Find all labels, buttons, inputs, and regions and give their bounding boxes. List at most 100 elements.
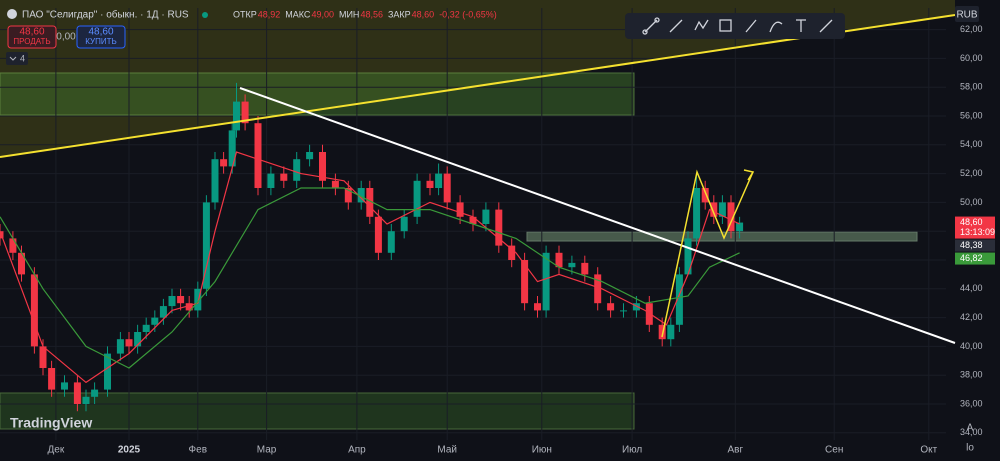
candle-body bbox=[555, 252, 563, 268]
indicators-toggle[interactable] bbox=[6, 52, 28, 65]
candle-body bbox=[142, 324, 150, 332]
logo: TradingView bbox=[10, 415, 92, 431]
candle-body bbox=[667, 324, 675, 340]
candle-body bbox=[151, 317, 159, 325]
zone-box bbox=[0, 72, 635, 116]
y-tick-label: 38,00 bbox=[960, 370, 983, 380]
arrow-head bbox=[743, 169, 755, 181]
candle-body bbox=[469, 216, 477, 224]
price-label-box bbox=[955, 252, 995, 265]
candle-body bbox=[233, 101, 240, 131]
price-timer: 13:13:09 bbox=[960, 227, 995, 237]
candle-body bbox=[18, 252, 25, 275]
candle-body bbox=[134, 332, 142, 347]
price-label-box bbox=[955, 216, 995, 239]
candle-body bbox=[30, 274, 38, 347]
candle-body bbox=[508, 245, 516, 260]
y-tick-label: 44,00 bbox=[960, 283, 983, 293]
buy-button[interactable] bbox=[76, 25, 126, 49]
sell-price: 48,60 bbox=[19, 27, 44, 38]
candle-body bbox=[607, 303, 615, 311]
candle-body bbox=[534, 303, 541, 311]
candle-body bbox=[254, 123, 262, 188]
footer-button[interactable]: A bbox=[967, 423, 974, 434]
candle-body bbox=[632, 303, 640, 311]
change: -0,32 (-0,65%) bbox=[439, 9, 497, 19]
projection bbox=[661, 169, 754, 338]
candle-body bbox=[319, 152, 326, 181]
price-label: 46,82 bbox=[960, 253, 983, 263]
candle-body bbox=[280, 173, 288, 181]
buy-label: КУПИТЬ bbox=[85, 37, 116, 46]
candle-body bbox=[426, 180, 434, 188]
footer-button[interactable]: lo bbox=[966, 443, 974, 454]
candle-body bbox=[61, 382, 68, 390]
candle-body bbox=[658, 324, 666, 340]
candle-body bbox=[202, 202, 210, 289]
symbol-icon bbox=[7, 9, 17, 19]
candle-body bbox=[331, 180, 339, 188]
candle-body bbox=[435, 173, 443, 188]
ohlc-label: ЗАКР bbox=[388, 9, 411, 19]
candle-body bbox=[220, 159, 228, 167]
toolbar-icons[interactable] bbox=[642, 17, 833, 35]
candle-body bbox=[241, 101, 249, 124]
x-tick-label: Сен bbox=[825, 445, 843, 456]
candle-body bbox=[116, 339, 124, 354]
candle-body bbox=[684, 238, 692, 275]
candle-body bbox=[168, 296, 176, 307]
chevron bbox=[9, 56, 17, 61]
price-label: 48,60 bbox=[960, 217, 983, 227]
moving-average bbox=[0, 187, 740, 369]
y-tick-label: 36,00 bbox=[960, 398, 983, 408]
status-dot bbox=[202, 12, 208, 18]
currency-button[interactable] bbox=[955, 6, 979, 22]
candle-body bbox=[542, 252, 550, 311]
x-tick-label: Фев bbox=[189, 445, 207, 456]
sell-button[interactable] bbox=[7, 25, 57, 49]
candle-body bbox=[82, 396, 90, 404]
ohlc-label: ОТКР bbox=[233, 9, 257, 19]
candle-body bbox=[306, 152, 314, 160]
candle-body bbox=[387, 231, 395, 253]
candle-body bbox=[48, 368, 56, 390]
ohlc-value: 48,92 bbox=[258, 9, 281, 19]
drawing-toolbar bbox=[625, 13, 845, 39]
ohlc-value: 48,56 bbox=[360, 9, 383, 19]
indicators-count: 4 bbox=[20, 53, 25, 63]
ohlc: ОТКР 48,92 МАКС 49,00 МИН 48,56 ЗАКР 48,60 -0,32… bbox=[233, 9, 497, 19]
candle-body bbox=[357, 188, 365, 203]
sell-label: ПРОДАТЬ bbox=[13, 37, 50, 46]
candle-body bbox=[521, 260, 529, 304]
y-tick-label: 62,00 bbox=[960, 24, 983, 34]
candle-body bbox=[693, 188, 701, 239]
candle-body bbox=[400, 216, 408, 232]
y-tick-label: 54,00 bbox=[960, 139, 983, 149]
buy-price: 48,60 bbox=[88, 27, 113, 38]
x-tick-label: Авг bbox=[727, 445, 743, 456]
x-tick-label: Июн bbox=[532, 445, 552, 456]
y-tick-label: 56,00 bbox=[960, 110, 983, 120]
y-tick-label: 50,00 bbox=[960, 197, 983, 207]
candle-body bbox=[228, 130, 236, 167]
candle-body bbox=[125, 339, 133, 347]
price-label: 48,38 bbox=[960, 240, 983, 250]
ohlc-label: МАКС bbox=[285, 9, 311, 19]
candle-body bbox=[594, 274, 602, 304]
candle-body bbox=[185, 303, 193, 311]
x-tick-label: Дек bbox=[48, 445, 65, 456]
candle-body bbox=[177, 296, 185, 304]
plot bbox=[0, 8, 946, 440]
y-tick-label: 60,00 bbox=[960, 53, 983, 63]
spread: 0,00 bbox=[56, 32, 76, 43]
price-label-box bbox=[955, 239, 995, 252]
symbol[interactable]: ПАО "Селигдар" · обыкн. · 1Д · RUS bbox=[22, 9, 189, 21]
candle-body bbox=[9, 238, 17, 253]
candle-body bbox=[701, 188, 709, 203]
candle-body bbox=[104, 353, 111, 390]
y-tick-label: 34,00 bbox=[960, 427, 983, 437]
x-tick-label: Окт bbox=[920, 445, 937, 456]
y-tick-label: 52,00 bbox=[960, 168, 983, 178]
